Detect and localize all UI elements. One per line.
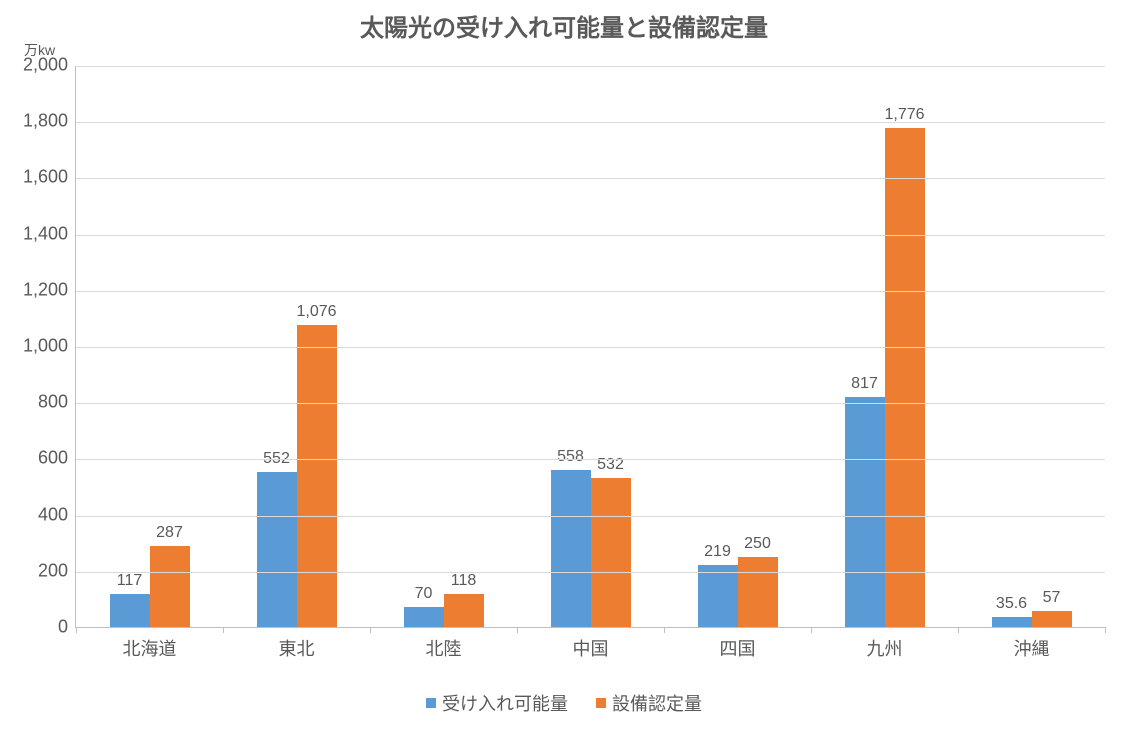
y-tick-label: 200: [38, 560, 76, 581]
gridline: [76, 572, 1105, 573]
bar-value-label: 1,076: [296, 303, 336, 325]
x-tick-mark: [517, 627, 518, 633]
x-tick-label: 中国: [517, 627, 664, 661]
bar-value-label: 250: [744, 535, 771, 557]
x-tick-label: 九州: [811, 627, 958, 661]
bar-series-b: 532: [591, 478, 631, 627]
bar-series-b: 118: [444, 594, 484, 627]
bar-value-label: 70: [415, 585, 433, 607]
x-tick-label: 北海道: [76, 627, 223, 661]
bar-series-a: 558: [551, 470, 591, 627]
legend-item: 受け入れ可能量: [426, 690, 568, 716]
gridline: [76, 122, 1105, 123]
y-tick-label: 1,000: [23, 336, 76, 357]
bar-series-b: 287: [150, 546, 190, 627]
legend: 受け入れ可能量 設備認定量: [0, 690, 1128, 716]
x-tick-mark: [811, 627, 812, 633]
plot-area: 117287北海道5521,076東北70118北陸558532中国219250…: [75, 66, 1105, 628]
y-tick-label: 1,600: [23, 167, 76, 188]
legend-label: 受け入れ可能量: [442, 690, 568, 716]
legend-item: 設備認定量: [596, 690, 702, 716]
bar-series-a: 117: [110, 594, 150, 627]
bar-series-b: 1,776: [885, 128, 925, 627]
gridline: [76, 235, 1105, 236]
gridline: [76, 403, 1105, 404]
bar-series-a: 35.6: [992, 617, 1032, 627]
x-tick-label: 東北: [223, 627, 370, 661]
y-tick-label: 2,000: [23, 55, 76, 76]
bar-value-label: 552: [263, 450, 290, 472]
x-tick-label: 沖縄: [958, 627, 1105, 661]
bar-series-b: 57: [1032, 611, 1072, 627]
bar-value-label: 118: [451, 572, 477, 594]
gridline: [76, 347, 1105, 348]
bar-series-a: 219: [698, 565, 738, 627]
gridline: [76, 516, 1105, 517]
bar-series-a: 70: [404, 607, 444, 627]
bar-value-label: 117: [117, 572, 143, 594]
bar-series-a: 817: [845, 397, 885, 627]
bar-value-label: 1,776: [884, 106, 924, 128]
bar-series-b: 250: [738, 557, 778, 627]
gridline: [76, 66, 1105, 67]
bar-value-label: 219: [704, 543, 731, 565]
chart-title: 太陽光の受け入れ可能量と設備認定量: [0, 8, 1128, 43]
y-tick-label: 1,800: [23, 111, 76, 132]
bar-series-b: 1,076: [297, 325, 337, 627]
x-tick-mark: [1105, 627, 1106, 633]
x-tick-mark: [223, 627, 224, 633]
x-tick-mark: [76, 627, 77, 633]
gridline: [76, 291, 1105, 292]
y-tick-label: 0: [58, 617, 76, 638]
bar-value-label: 35.6: [996, 595, 1027, 617]
x-tick-mark: [958, 627, 959, 633]
x-tick-label: 四国: [664, 627, 811, 661]
x-tick-mark: [664, 627, 665, 633]
y-tick-label: 800: [38, 392, 76, 413]
bar-value-label: 817: [851, 375, 878, 397]
legend-swatch: [426, 698, 436, 708]
y-tick-label: 400: [38, 504, 76, 525]
x-tick-label: 北陸: [370, 627, 517, 661]
gridline: [76, 178, 1105, 179]
y-tick-label: 1,200: [23, 279, 76, 300]
bar-value-label: 57: [1043, 589, 1061, 611]
y-tick-label: 1,400: [23, 223, 76, 244]
chart-container: 太陽光の受け入れ可能量と設備認定量 万kw 117287北海道5521,076東…: [0, 0, 1128, 730]
bar-value-label: 287: [156, 524, 183, 546]
bar-series-a: 552: [257, 472, 297, 627]
legend-swatch: [596, 698, 606, 708]
x-tick-mark: [370, 627, 371, 633]
legend-label: 設備認定量: [612, 690, 702, 716]
y-tick-label: 600: [38, 448, 76, 469]
gridline: [76, 459, 1105, 460]
